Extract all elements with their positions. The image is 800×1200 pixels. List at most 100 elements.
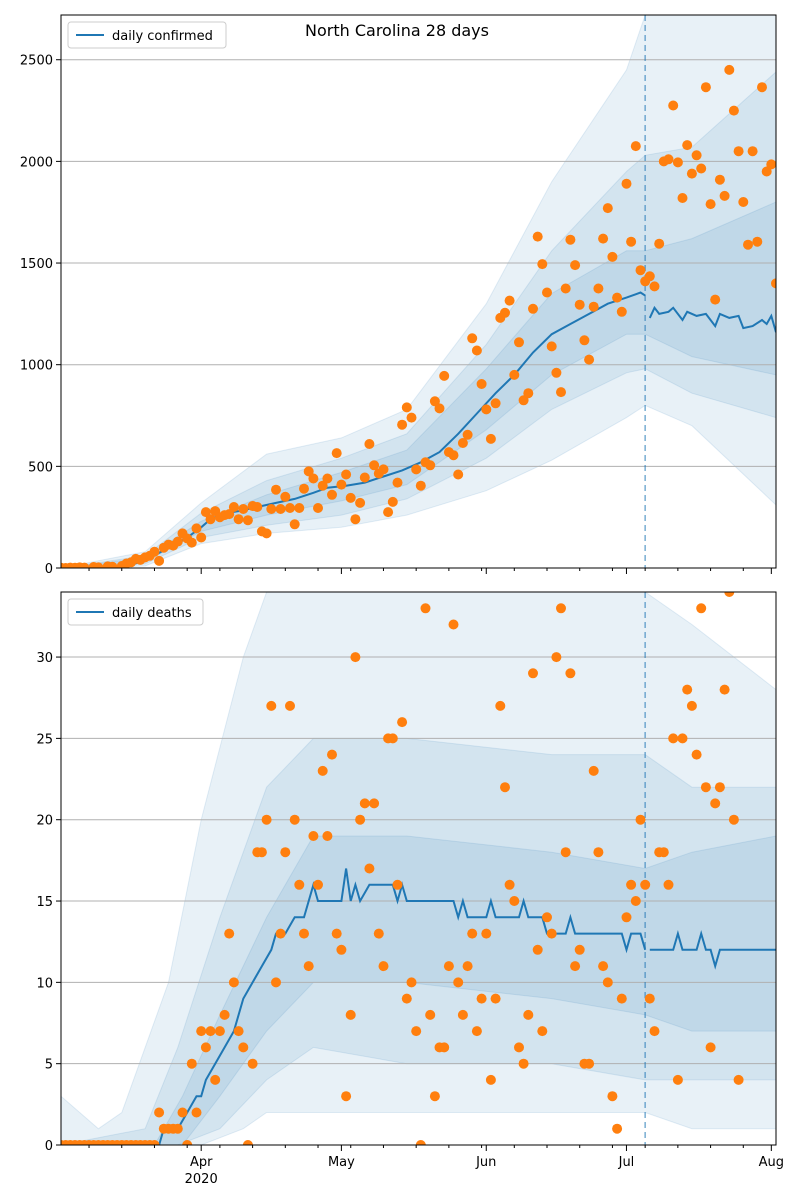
observed-point xyxy=(686,700,697,711)
observed-point xyxy=(434,403,445,414)
observed-point xyxy=(303,961,314,972)
observed-point xyxy=(485,1074,496,1085)
observed-point xyxy=(663,879,674,890)
observed-point xyxy=(532,231,543,242)
observed-point xyxy=(462,429,473,440)
observed-point xyxy=(696,603,707,614)
observed-point xyxy=(658,847,669,858)
axes-frame xyxy=(60,14,777,569)
model-fit-line xyxy=(61,868,647,1145)
observed-point xyxy=(598,961,609,972)
observed-point xyxy=(238,504,249,514)
y-tick-label: 2500 xyxy=(20,54,53,69)
observed-point xyxy=(252,502,263,512)
observed-point xyxy=(649,281,660,292)
observed-point xyxy=(364,863,375,874)
observed-point xyxy=(579,335,590,346)
observed-point xyxy=(453,469,464,480)
observed-point xyxy=(663,154,674,165)
observed-point xyxy=(373,928,384,939)
deaths-panel: 0 5 10 15 20 25 30 Apr 2020 May Jun Jul Aug daily dea… xyxy=(36,591,784,1187)
observed-point xyxy=(747,146,758,157)
observed-point xyxy=(420,603,431,614)
observed-point xyxy=(406,977,417,988)
observed-point xyxy=(214,1026,225,1037)
x-tick-label: Jun xyxy=(475,1155,496,1170)
y-tick-label: 1500 xyxy=(20,257,53,272)
observed-point xyxy=(411,464,422,475)
observed-point xyxy=(462,961,473,972)
observed-point xyxy=(154,1107,165,1118)
observed-point xyxy=(392,477,403,488)
observed-point xyxy=(528,668,538,679)
observed-point xyxy=(210,1074,221,1085)
observed-point xyxy=(700,82,711,93)
observed-point xyxy=(485,433,496,444)
observed-point xyxy=(584,354,595,365)
y-tick-label: 500 xyxy=(28,460,53,475)
observed-point xyxy=(205,514,216,525)
observed-point xyxy=(406,412,417,423)
observed-point xyxy=(233,514,244,525)
observed-point xyxy=(481,404,492,415)
observed-point xyxy=(387,496,398,507)
observed-point xyxy=(327,489,337,500)
forecast-line xyxy=(648,305,776,333)
observed-point xyxy=(336,944,347,955)
observed-point xyxy=(672,157,683,168)
observed-point xyxy=(401,402,412,413)
uncertainty-band-middle xyxy=(61,737,776,1145)
legend-box xyxy=(67,598,204,626)
observed-point xyxy=(341,469,352,480)
observed-point xyxy=(574,944,585,955)
observed-point xyxy=(630,141,641,152)
observed-point xyxy=(369,460,380,471)
observed-point xyxy=(350,514,361,525)
observed-point xyxy=(537,1026,548,1037)
observed-point xyxy=(266,504,277,514)
observed-point xyxy=(551,652,562,663)
observed-point xyxy=(285,503,295,513)
observed-point xyxy=(191,523,202,534)
observed-point xyxy=(443,961,454,972)
x-tick-label: Apr xyxy=(190,1155,213,1170)
figure-title: North Carolina 28 days xyxy=(305,21,489,40)
observed-point xyxy=(247,1058,258,1069)
observed-point xyxy=(429,396,440,407)
observed-point xyxy=(719,190,730,201)
observed-point xyxy=(397,419,408,430)
observed-point xyxy=(289,814,300,825)
observed-point xyxy=(682,684,693,695)
observed-point xyxy=(523,388,534,399)
observed-point xyxy=(313,879,323,890)
observed-point xyxy=(107,561,118,568)
observed-point xyxy=(79,562,90,568)
observed-point xyxy=(728,105,739,116)
x-tick-sublabel: 2020 xyxy=(185,1172,218,1187)
observed-point xyxy=(294,503,305,513)
observed-point xyxy=(331,448,342,459)
observed-point xyxy=(724,592,735,597)
y-tick-label: 2000 xyxy=(20,155,53,170)
observed-point xyxy=(275,928,286,939)
observed-point xyxy=(565,234,576,245)
observed-point xyxy=(626,879,637,890)
observed-point xyxy=(649,1026,660,1037)
observed-point xyxy=(200,507,211,518)
observed-point xyxy=(308,831,319,841)
observed-point xyxy=(621,178,632,189)
observed-point xyxy=(677,193,688,203)
observed-point xyxy=(303,466,314,477)
observed-point xyxy=(574,299,585,310)
observed-point xyxy=(691,150,702,161)
observed-point xyxy=(182,1140,193,1145)
y-tick-label: 20 xyxy=(36,814,53,829)
observed-point xyxy=(317,765,328,776)
observed-point xyxy=(322,473,333,484)
observed-point xyxy=(299,928,309,939)
legend-label: daily confirmed xyxy=(112,29,213,44)
observed-point xyxy=(766,159,776,170)
observed-point xyxy=(686,168,697,179)
x-tick-label: Jul xyxy=(618,1155,635,1170)
observed-point xyxy=(500,782,510,793)
